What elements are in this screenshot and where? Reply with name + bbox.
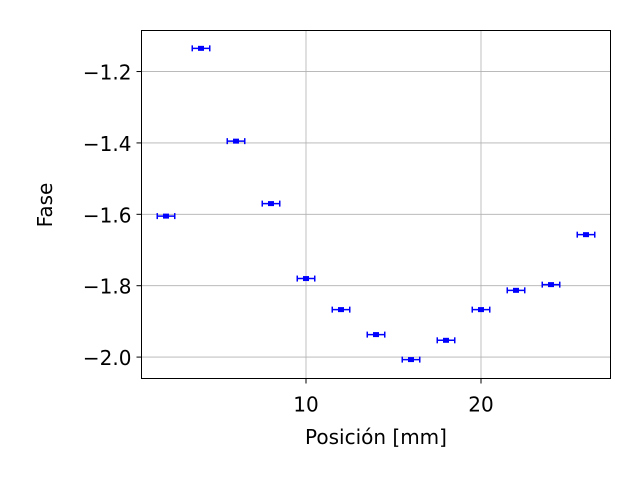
point-marker [583, 232, 589, 238]
y-axis-label: Fase [33, 183, 57, 228]
point-marker [478, 307, 484, 313]
x-tick-label: 20 [468, 393, 493, 417]
x-axis-ticks: 10 20 [293, 378, 494, 417]
point-marker [373, 332, 379, 338]
y-tick-label: −1.2 [83, 61, 132, 85]
point-marker [513, 287, 519, 293]
point-marker [233, 138, 239, 144]
data-point [296, 275, 316, 282]
point-marker [338, 307, 344, 313]
data-point [506, 287, 526, 294]
point-marker [303, 276, 309, 282]
y-axis-ticks: −2.0 −1.8 −1.6 −1.4 −1.2 [83, 61, 142, 370]
point-marker [268, 201, 274, 207]
data-point [471, 306, 491, 313]
y-tick-label: −1.6 [83, 203, 132, 227]
point-marker [408, 357, 414, 363]
x-axis-label: Posición [mm] [305, 425, 447, 449]
data-point [541, 281, 561, 288]
data-point [401, 356, 421, 363]
data-point [226, 138, 246, 145]
data-point [156, 213, 176, 220]
point-marker [443, 337, 449, 343]
data-point [191, 45, 211, 52]
y-tick-label: −1.4 [83, 132, 132, 156]
data-point [576, 231, 596, 238]
data-point [366, 331, 386, 338]
grid [141, 30, 611, 379]
data-point [436, 337, 456, 344]
point-marker [163, 213, 169, 219]
x-tick-label: 10 [293, 393, 318, 417]
data-points [156, 45, 596, 363]
point-marker [548, 282, 554, 288]
y-tick-label: −1.8 [83, 275, 132, 299]
point-marker [198, 45, 204, 51]
plot-frame [141, 30, 611, 379]
y-tick-label: −2.0 [83, 346, 132, 370]
data-point [331, 306, 351, 313]
data-point [261, 200, 281, 207]
